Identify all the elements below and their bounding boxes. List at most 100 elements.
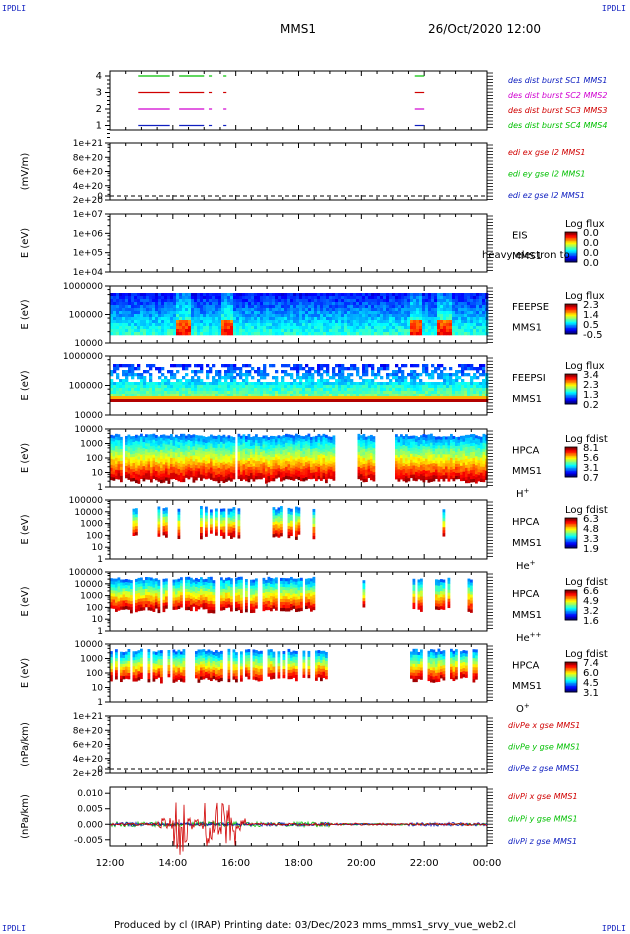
spectrogram-cell [443,329,447,333]
spectrogram-cell [200,311,204,315]
spectrogram-cell [311,296,315,300]
spectrogram-cell [217,470,221,475]
spectrogram-cell [239,367,243,371]
spectrogram-cell [464,332,468,336]
spectrogram-cell [356,399,360,402]
spectrogram-cell [338,370,342,374]
spectrogram-cell [293,323,297,327]
spectrogram-cell [251,376,255,380]
spectrogram-cell [297,446,301,451]
spectrogram-cell [305,394,309,398]
spectrogram-cell [227,471,231,475]
spectrogram-cell [326,305,330,309]
spectrogram-cell [389,385,393,389]
spectrogram-cell [431,317,435,321]
spectrogram-cell [440,305,444,309]
spectrogram-cell [285,457,288,462]
spectrogram-cell [443,305,447,309]
spectrogram-cell [341,326,345,330]
spectrogram-cell [482,323,486,327]
spectrogram-cell [404,302,408,306]
spectrogram-cell [290,446,293,451]
spectrogram-cell [110,476,113,481]
spectrogram-cell [410,376,414,380]
spectrogram-cell [473,332,477,336]
spectrogram-cell [152,463,156,467]
spectrogram-cell [182,448,186,453]
spectrogram-cell [470,388,474,392]
spectrogram-cell [410,373,414,377]
spectrogram-cell [266,302,270,306]
y-tick-label: 100000 [69,311,104,321]
spectrogram-cell [380,314,384,318]
spectrogram-cell [434,320,438,324]
spectrogram-cell [377,373,381,377]
spectrogram-cell [170,296,174,300]
spectrogram-cell [212,468,216,473]
spectrogram-cell [272,447,276,452]
spectrogram-cell [162,470,166,474]
spectrogram-cell [395,382,399,386]
spectrogram-cell [295,445,298,449]
spectrogram-cell [162,449,166,453]
spectrogram-cell [222,470,226,475]
spectrogram-cell [353,317,357,321]
spectrogram-cell [137,450,141,454]
spectrogram-cell [281,293,285,297]
spectrogram-cell [179,311,183,315]
spectrogram-cell [240,456,243,461]
spectrogram-cell [374,391,378,395]
spectrogram-cell [202,445,206,449]
spectrogram-cell [296,391,300,395]
spectrogram-cell [215,394,219,398]
spectrogram-cell [362,332,366,336]
spectrogram-cell [167,379,171,383]
spectrogram-cell [215,465,218,470]
spectrogram-cell [315,438,318,443]
spectrogram-cell [389,396,393,399]
spectrogram-cell [377,314,381,318]
spectrogram-cell [137,296,141,300]
spectrogram-cell [476,317,480,321]
spectrogram-cell [413,385,417,389]
spectrogram-cell [161,326,165,330]
spectrogram-cell [347,305,351,309]
spectrogram-cell [210,440,213,444]
spectrogram-cell [320,296,324,300]
spectrogram-cell [455,394,459,398]
spectrogram-cell [332,293,336,297]
spectrogram-cell [230,311,234,315]
spectrogram-cell [218,308,222,312]
spectrogram-cell [254,391,258,395]
spectrogram-cell [315,447,318,452]
spectrogram-cell [310,439,313,444]
colorbar-step [565,374,577,376]
spectrogram-cell [419,332,423,336]
spectrogram-cell [137,480,141,484]
spectrogram-cell [140,454,143,459]
spectrogram-cell [170,302,174,306]
spectrogram-cell [127,434,131,438]
spectrogram-cell [368,314,372,318]
spectrogram-cell [140,460,143,465]
spectrogram-cell [392,320,396,324]
spectrogram-cell [176,364,180,368]
spectrogram-cell [280,466,283,470]
spectrogram-cell [314,329,318,333]
spectrogram-cell [137,447,141,451]
spectrogram-cell [222,443,226,448]
spectrogram-cell [344,314,348,318]
spectrogram-cell [458,388,462,392]
spectrogram-cell [185,438,188,442]
spectrogram-cell [323,308,327,312]
spectrogram-cell [146,296,150,300]
spectrogram-cell [255,446,258,450]
spectrogram-cell [356,305,360,309]
spectrogram-cell [203,394,207,398]
spectrogram-cell [142,451,146,455]
spectrogram-cell [428,314,432,318]
spectrogram-cell [299,399,303,402]
spectrogram-cell [185,367,189,371]
spectrogram-cell [365,373,369,377]
spectrogram-cell [150,479,153,483]
